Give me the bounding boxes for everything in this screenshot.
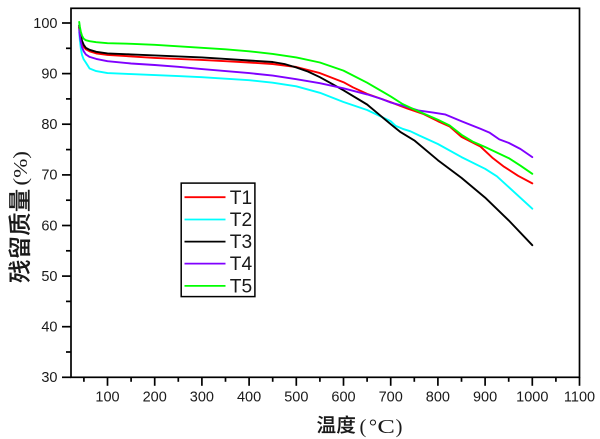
svg-text:600: 600 xyxy=(331,390,355,406)
svg-text:100: 100 xyxy=(95,390,119,406)
svg-text:900: 900 xyxy=(473,390,497,406)
svg-text:80: 80 xyxy=(41,117,57,133)
svg-text:100: 100 xyxy=(33,16,57,32)
svg-text:1100: 1100 xyxy=(564,390,595,406)
svg-text:40: 40 xyxy=(41,320,57,336)
svg-text:T3: T3 xyxy=(230,232,252,253)
svg-text:30: 30 xyxy=(41,370,57,386)
svg-text:70: 70 xyxy=(41,168,57,184)
svg-text:(: ( xyxy=(360,416,367,438)
svg-text:700: 700 xyxy=(379,390,403,406)
svg-text:800: 800 xyxy=(426,390,450,406)
svg-text:300: 300 xyxy=(190,390,214,406)
svg-text:200: 200 xyxy=(143,390,167,406)
svg-text:T1: T1 xyxy=(230,188,252,209)
svg-text:60: 60 xyxy=(41,218,57,234)
svg-text:): ) xyxy=(396,416,403,438)
svg-text:400: 400 xyxy=(237,390,261,406)
svg-text:50: 50 xyxy=(41,269,57,285)
svg-text:500: 500 xyxy=(284,390,308,406)
svg-text:(%): (%) xyxy=(10,151,32,186)
svg-text:C: C xyxy=(377,416,395,439)
svg-text:90: 90 xyxy=(41,66,57,82)
svg-text:1000: 1000 xyxy=(516,390,548,406)
svg-text:T4: T4 xyxy=(230,254,253,275)
svg-text:T5: T5 xyxy=(230,277,252,298)
svg-text:°: ° xyxy=(369,416,377,438)
svg-text:T2: T2 xyxy=(230,210,252,231)
